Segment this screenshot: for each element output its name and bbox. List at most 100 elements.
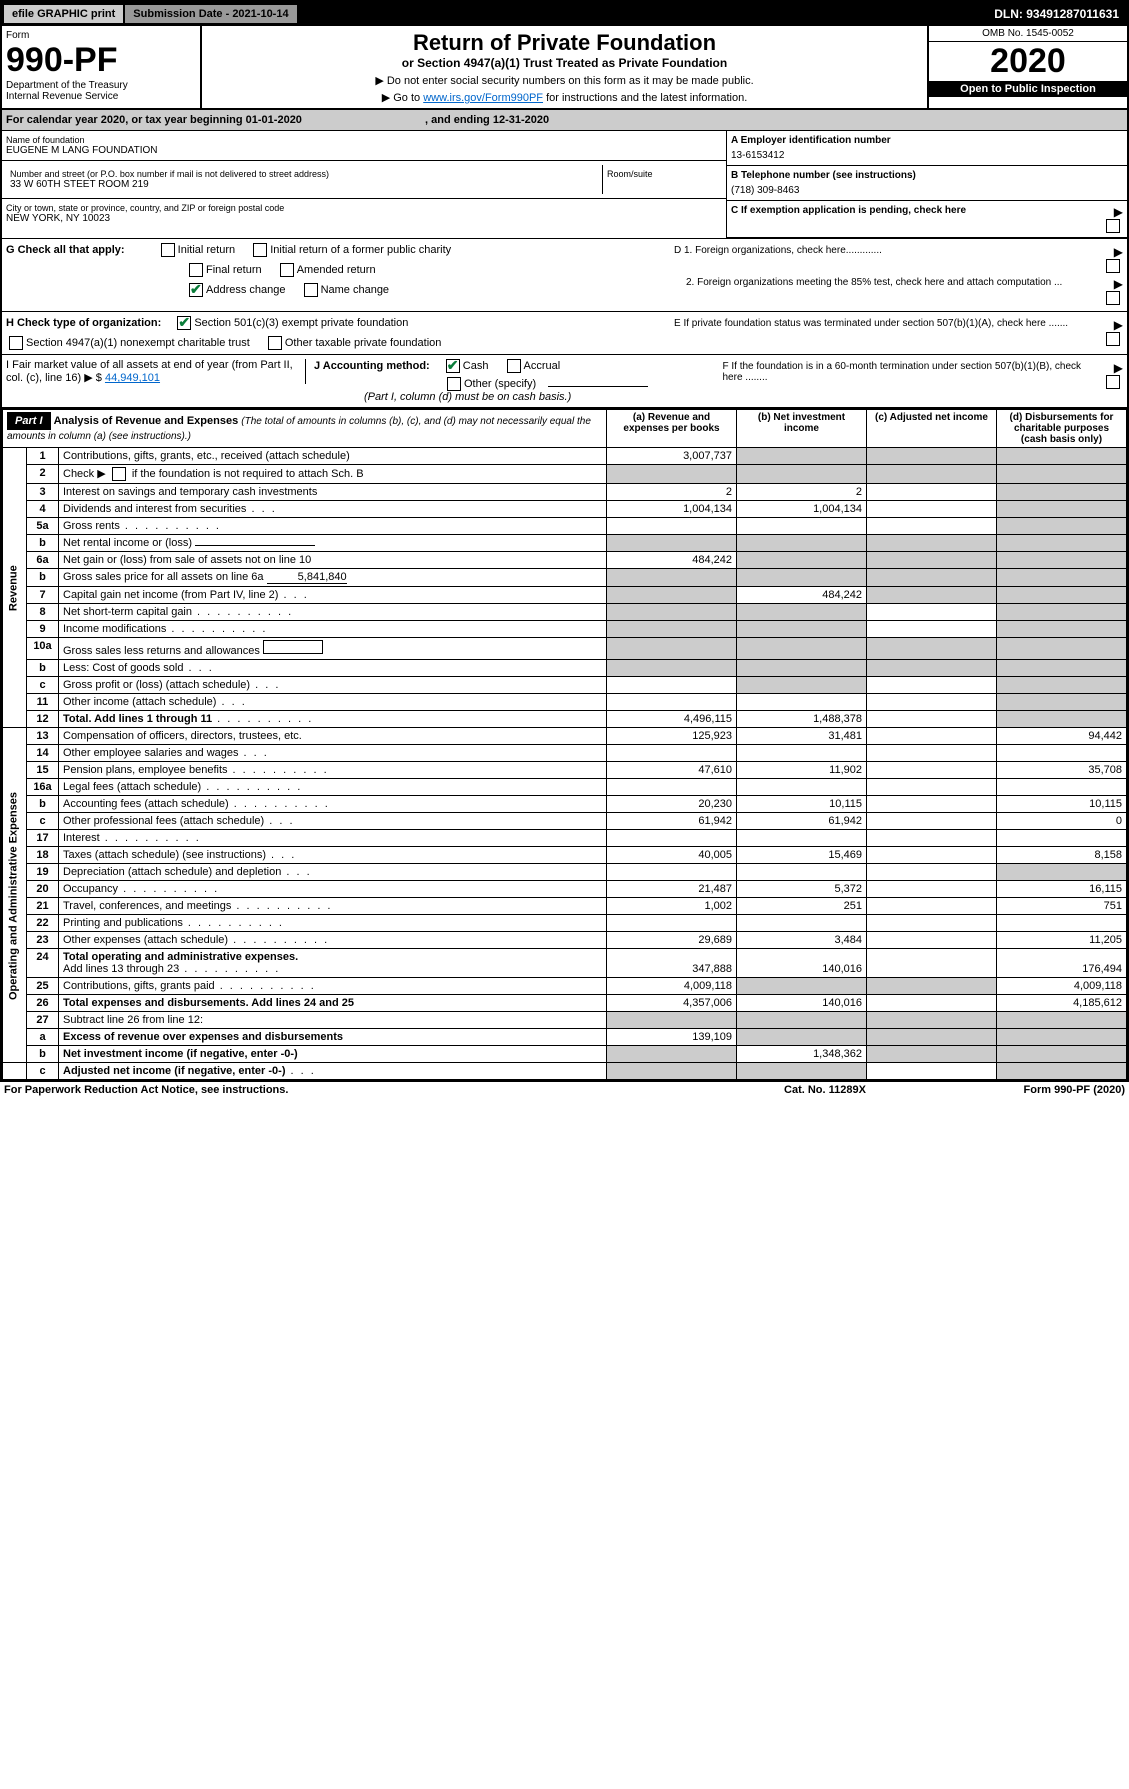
expenses-label: Operating and Administrative Expenses [3, 728, 27, 1063]
table-row: Operating and Administrative Expenses 13… [3, 728, 1127, 745]
table-row: Revenue 1 Contributions, gifts, grants, … [3, 448, 1127, 465]
table-row: 2 Check ▶ if the foundation is not requi… [3, 465, 1127, 484]
table-row: 26Total expenses and disbursements. Add … [3, 995, 1127, 1012]
form-subtitle: or Section 4947(a)(1) Trust Treated as P… [206, 56, 923, 70]
check-g-row: G Check all that apply: Initial return I… [2, 239, 1127, 312]
table-row: 7Capital gain net income (from Part IV, … [3, 587, 1127, 604]
g-label: G Check all that apply: [6, 244, 125, 256]
d1-label: D 1. Foreign organizations, check here..… [674, 245, 1103, 273]
addr-label: Number and street (or P.O. box number if… [10, 169, 598, 179]
part1-table: Part I Analysis of Revenue and Expenses … [2, 409, 1127, 1080]
col-d-header: (d) Disbursements for charitable purpose… [997, 410, 1127, 448]
foundation-name: EUGENE M LANG FOUNDATION [6, 145, 722, 156]
efile-button[interactable]: efile GRAPHIC print [4, 5, 123, 23]
h-label: H Check type of organization: [6, 317, 161, 329]
accrual-checkbox[interactable] [507, 359, 521, 373]
initial-former-checkbox[interactable] [253, 243, 267, 257]
foundation-city: NEW YORK, NY 10023 [6, 213, 722, 224]
address-change-checkbox[interactable] [189, 283, 203, 297]
other-taxable-checkbox[interactable] [268, 336, 282, 350]
foundation-info-block: Name of foundation EUGENE M LANG FOUNDAT… [2, 131, 1127, 239]
room-label: Room/suite [607, 169, 718, 179]
table-row: bGross sales price for all assets on lin… [3, 569, 1127, 587]
ein-value: 13-6153412 [731, 150, 1123, 161]
footer-left: For Paperwork Reduction Act Notice, see … [4, 1084, 725, 1096]
submission-date: Submission Date - 2021-10-14 [125, 5, 296, 23]
table-row: 18Taxes (attach schedule) (see instructi… [3, 847, 1127, 864]
j-note: (Part I, column (d) must be on cash basi… [364, 391, 715, 403]
table-row: 21Travel, conferences, and meetings 1,00… [3, 898, 1127, 915]
irs-label: Internal Revenue Service [6, 91, 196, 102]
table-row: 4Dividends and interest from securities … [3, 501, 1127, 518]
table-row: bAccounting fees (attach schedule) 20,23… [3, 796, 1127, 813]
table-row: cOther professional fees (attach schedul… [3, 813, 1127, 830]
name-change-checkbox[interactable] [304, 283, 318, 297]
table-row: 12Total. Add lines 1 through 11 4,496,11… [3, 711, 1127, 728]
fmv-value[interactable]: 44,949,101 [105, 372, 160, 384]
table-row: 5aGross rents [3, 518, 1127, 535]
dln: DLN: 93491287011631 [986, 7, 1127, 21]
f-checkbox[interactable] [1106, 375, 1120, 389]
revenue-label: Revenue [3, 448, 27, 728]
c-checkbox[interactable] [1106, 219, 1120, 233]
d2-label: 2. Foreign organizations meeting the 85%… [674, 277, 1103, 305]
omb-number: OMB No. 1545-0052 [929, 26, 1127, 42]
irs-link[interactable]: www.irs.gov/Form990PF [423, 92, 543, 104]
table-row: bNet rental income or (loss) [3, 535, 1127, 552]
top-bar: efile GRAPHIC print Submission Date - 20… [2, 2, 1127, 26]
table-row: bLess: Cost of goods sold [3, 660, 1127, 677]
table-row: cAdjusted net income (if negative, enter… [3, 1063, 1127, 1080]
e-checkbox[interactable] [1106, 332, 1120, 346]
part1-label: Part I [7, 412, 51, 430]
col-c-header: (c) Adjusted net income [867, 410, 997, 448]
part1-title: Analysis of Revenue and Expenses [54, 415, 239, 427]
dept-label: Department of the Treasury [6, 80, 196, 91]
table-row: 3Interest on savings and temporary cash … [3, 484, 1127, 501]
city-label: City or town, state or province, country… [6, 203, 722, 213]
other-method-checkbox[interactable] [447, 377, 461, 391]
final-return-checkbox[interactable] [189, 263, 203, 277]
table-row: 24Total operating and administrative exp… [3, 949, 1127, 978]
instr-1: ▶ Do not enter social security numbers o… [206, 74, 923, 87]
check-h-row: H Check type of organization: Section 50… [2, 312, 1127, 355]
table-row: 9Income modifications [3, 621, 1127, 638]
table-row: 11Other income (attach schedule) [3, 694, 1127, 711]
table-row: 6aNet gain or (loss) from sale of assets… [3, 552, 1127, 569]
table-row: 19Depreciation (attach schedule) and dep… [3, 864, 1127, 881]
form-title: Return of Private Foundation [206, 30, 923, 56]
initial-return-checkbox[interactable] [161, 243, 175, 257]
table-row: 17Interest [3, 830, 1127, 847]
j-label: J Accounting method: [314, 360, 430, 372]
d1-checkbox[interactable] [1106, 259, 1120, 273]
form-label: Form [6, 30, 196, 41]
foundation-address: 33 W 60TH STEET ROOM 219 [10, 179, 598, 190]
table-row: 14Other employee salaries and wages [3, 745, 1127, 762]
amended-return-checkbox[interactable] [280, 263, 294, 277]
cash-checkbox[interactable] [446, 359, 460, 373]
c-label: C If exemption application is pending, c… [731, 205, 1103, 233]
f-label: F If the foundation is in a 60-month ter… [723, 361, 1104, 389]
sec501-checkbox[interactable] [177, 316, 191, 330]
table-row: bNet investment income (if negative, ent… [3, 1046, 1127, 1063]
d2-checkbox[interactable] [1106, 291, 1120, 305]
open-inspection: Open to Public Inspection [929, 81, 1127, 97]
col-a-header: (a) Revenue and expenses per books [607, 410, 737, 448]
sch-b-checkbox[interactable] [112, 467, 126, 481]
table-row: 15Pension plans, employee benefits 47,61… [3, 762, 1127, 779]
instr-2: ▶ Go to www.irs.gov/Form990PF for instru… [206, 91, 923, 104]
name-label: Name of foundation [6, 135, 722, 145]
tax-year: 2020 [929, 42, 1127, 81]
e-label: E If private foundation status was termi… [674, 318, 1103, 346]
calendar-year-row: For calendar year 2020, or tax year begi… [2, 110, 1127, 131]
table-row: 10aGross sales less returns and allowanc… [3, 638, 1127, 660]
table-row: 27Subtract line 26 from line 12: [3, 1012, 1127, 1029]
form-header: Form 990-PF Department of the Treasury I… [2, 26, 1127, 110]
footer: For Paperwork Reduction Act Notice, see … [0, 1082, 1129, 1098]
check-ij-row: I Fair market value of all assets at end… [2, 355, 1127, 409]
phone-label: B Telephone number (see instructions) [731, 170, 1123, 181]
col-b-header: (b) Net investment income [737, 410, 867, 448]
table-row: 8Net short-term capital gain [3, 604, 1127, 621]
footer-mid: Cat. No. 11289X [725, 1084, 925, 1096]
sec4947-checkbox[interactable] [9, 336, 23, 350]
form-container: efile GRAPHIC print Submission Date - 20… [0, 0, 1129, 1082]
